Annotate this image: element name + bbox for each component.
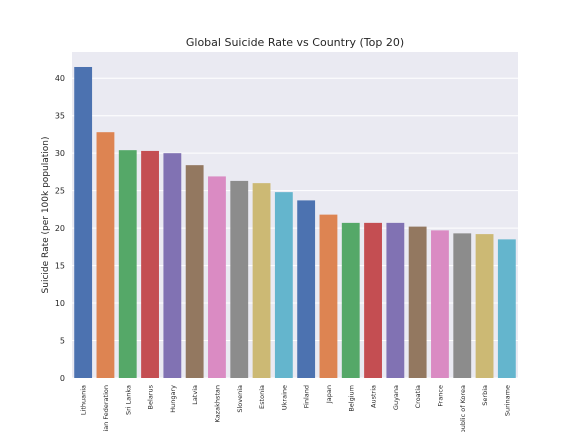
x-tick-label: Belarus [147,384,155,409]
bars [74,66,516,379]
y-tick-label: 30 [55,149,65,158]
bar [74,66,93,379]
y-tick-label: 0 [60,374,65,383]
bar [386,222,405,378]
x-tick-label: France [436,385,444,407]
x-tick-label: Serbia [481,385,489,406]
bar [408,226,427,378]
x-tick-label: Croatia [414,385,422,408]
x-tick-label: Finland [303,385,311,408]
bar [230,180,249,378]
x-tick-label: Hungary [169,385,177,413]
y-tick-label: 35 [55,112,65,121]
y-tick-label: 5 [60,337,65,346]
chart-title: Global Suicide Rate vs Country (Top 20) [186,36,404,49]
x-tick-labels: Lithuania Russian Federation Sri Lanka Bela… [80,384,512,432]
y-tick-label: 10 [55,299,65,308]
x-tick-label: Kazakhstan [213,385,221,422]
x-tick-label: Latvia [191,385,199,405]
bar [319,214,338,378]
plot-area [72,52,518,378]
bar [185,165,204,378]
bar [208,176,226,378]
x-tick-label: Slovenia [236,385,244,413]
bar [453,233,472,378]
x-tick-label: Suriname [503,385,511,416]
bar [341,222,360,378]
x-tick-label: Belgium [347,385,355,412]
bar [364,222,382,378]
x-tick-label: Lithuania [80,385,88,415]
bar [163,153,182,378]
x-tick-label: Guyana [392,385,400,410]
bar [141,150,159,378]
bar [274,192,293,378]
x-tick-label: Sri Lanka [124,385,132,415]
x-tick-label: Ukraine [280,385,288,410]
y-tick-labels: 0 5 10 15 20 25 30 35 40 [55,74,65,383]
bar [431,230,449,378]
x-tick-label: Austria [370,385,378,408]
y-tick-label: 20 [55,224,65,233]
x-tick-label: Russian Federation [102,385,110,432]
x-tick-label: Japan [325,385,333,404]
x-tick-label: Estonia [258,385,266,409]
bar [497,239,516,378]
y-tick-label: 15 [55,262,65,271]
bar [475,234,494,378]
y-tick-label: 25 [55,187,65,196]
y-axis-label: Suicide Rate (per 100k population) [41,137,51,294]
bar [118,150,137,378]
bar [96,132,115,378]
bar [297,200,316,378]
x-tick-label: Republic of Korea [459,385,467,432]
y-tick-label: 40 [55,74,65,83]
bar [252,183,271,378]
